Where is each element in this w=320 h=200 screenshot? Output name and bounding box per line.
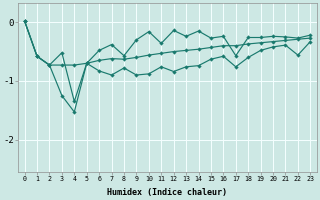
X-axis label: Humidex (Indice chaleur): Humidex (Indice chaleur)	[108, 188, 228, 197]
